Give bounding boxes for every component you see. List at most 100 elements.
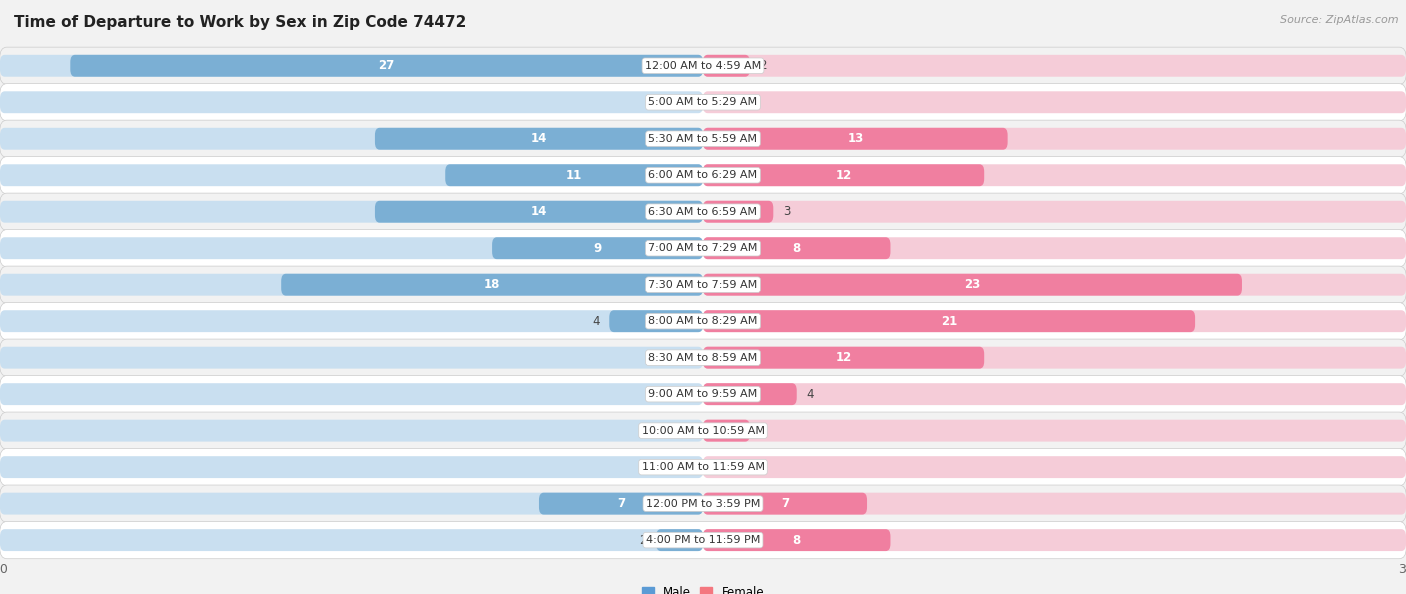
- Text: 7: 7: [780, 497, 789, 510]
- FancyBboxPatch shape: [446, 165, 703, 186]
- FancyBboxPatch shape: [0, 448, 1406, 486]
- FancyBboxPatch shape: [703, 310, 1406, 332]
- FancyBboxPatch shape: [703, 492, 868, 514]
- FancyBboxPatch shape: [0, 84, 1406, 121]
- Text: 5:00 AM to 5:29 AM: 5:00 AM to 5:29 AM: [648, 97, 758, 108]
- FancyBboxPatch shape: [0, 165, 703, 186]
- FancyBboxPatch shape: [0, 274, 703, 296]
- FancyBboxPatch shape: [375, 128, 703, 150]
- FancyBboxPatch shape: [0, 412, 1406, 449]
- Text: 11:00 AM to 11:59 AM: 11:00 AM to 11:59 AM: [641, 462, 765, 472]
- Text: 8: 8: [793, 533, 801, 546]
- FancyBboxPatch shape: [0, 302, 1406, 340]
- FancyBboxPatch shape: [703, 383, 1406, 405]
- FancyBboxPatch shape: [0, 522, 1406, 559]
- Text: 0: 0: [713, 460, 720, 473]
- FancyBboxPatch shape: [0, 237, 703, 259]
- Text: 8:30 AM to 8:59 AM: 8:30 AM to 8:59 AM: [648, 353, 758, 363]
- FancyBboxPatch shape: [703, 274, 1241, 296]
- Text: 11: 11: [567, 169, 582, 182]
- Text: 12: 12: [835, 351, 852, 364]
- FancyBboxPatch shape: [703, 55, 1406, 77]
- Text: 4: 4: [806, 388, 814, 401]
- FancyBboxPatch shape: [703, 237, 1406, 259]
- FancyBboxPatch shape: [703, 237, 890, 259]
- FancyBboxPatch shape: [281, 274, 703, 296]
- FancyBboxPatch shape: [703, 201, 773, 223]
- FancyBboxPatch shape: [0, 485, 1406, 522]
- Text: 23: 23: [965, 278, 980, 291]
- Text: 5:30 AM to 5:59 AM: 5:30 AM to 5:59 AM: [648, 134, 758, 144]
- Text: 8: 8: [793, 242, 801, 255]
- FancyBboxPatch shape: [703, 456, 1406, 478]
- Text: 21: 21: [941, 315, 957, 328]
- FancyBboxPatch shape: [703, 492, 1406, 514]
- Text: 2: 2: [759, 424, 766, 437]
- FancyBboxPatch shape: [703, 128, 1008, 150]
- FancyBboxPatch shape: [703, 128, 1406, 150]
- Text: 2: 2: [640, 533, 647, 546]
- FancyBboxPatch shape: [0, 230, 1406, 267]
- Text: 4:00 PM to 11:59 PM: 4:00 PM to 11:59 PM: [645, 535, 761, 545]
- Text: 18: 18: [484, 278, 501, 291]
- Text: 7: 7: [617, 497, 626, 510]
- Legend: Male, Female: Male, Female: [637, 581, 769, 594]
- Text: 2: 2: [759, 59, 766, 72]
- FancyBboxPatch shape: [0, 383, 703, 405]
- Text: 6:30 AM to 6:59 AM: 6:30 AM to 6:59 AM: [648, 207, 758, 217]
- FancyBboxPatch shape: [0, 55, 703, 77]
- FancyBboxPatch shape: [0, 193, 1406, 230]
- FancyBboxPatch shape: [0, 529, 703, 551]
- Text: 12: 12: [835, 169, 852, 182]
- Text: Time of Departure to Work by Sex in Zip Code 74472: Time of Departure to Work by Sex in Zip …: [14, 15, 467, 30]
- Text: 3: 3: [783, 205, 790, 218]
- Text: 27: 27: [378, 59, 395, 72]
- FancyBboxPatch shape: [0, 47, 1406, 84]
- Text: 0: 0: [713, 96, 720, 109]
- Text: 0: 0: [686, 424, 693, 437]
- FancyBboxPatch shape: [538, 492, 703, 514]
- Text: 14: 14: [531, 132, 547, 146]
- FancyBboxPatch shape: [492, 237, 703, 259]
- FancyBboxPatch shape: [0, 492, 703, 514]
- FancyBboxPatch shape: [703, 91, 1406, 113]
- Text: 13: 13: [848, 132, 863, 146]
- Text: 0: 0: [686, 96, 693, 109]
- Text: Source: ZipAtlas.com: Source: ZipAtlas.com: [1281, 15, 1399, 25]
- Text: 9: 9: [593, 242, 602, 255]
- Text: 0: 0: [686, 388, 693, 401]
- FancyBboxPatch shape: [0, 375, 1406, 413]
- Text: 6:00 AM to 6:29 AM: 6:00 AM to 6:29 AM: [648, 170, 758, 180]
- FancyBboxPatch shape: [0, 420, 703, 441]
- FancyBboxPatch shape: [609, 310, 703, 332]
- FancyBboxPatch shape: [703, 420, 1406, 441]
- Text: 7:00 AM to 7:29 AM: 7:00 AM to 7:29 AM: [648, 243, 758, 253]
- Text: 14: 14: [531, 205, 547, 218]
- FancyBboxPatch shape: [703, 310, 1195, 332]
- FancyBboxPatch shape: [0, 456, 703, 478]
- Text: 9:00 AM to 9:59 AM: 9:00 AM to 9:59 AM: [648, 389, 758, 399]
- FancyBboxPatch shape: [703, 529, 1406, 551]
- FancyBboxPatch shape: [703, 201, 1406, 223]
- FancyBboxPatch shape: [0, 120, 1406, 157]
- FancyBboxPatch shape: [0, 201, 703, 223]
- FancyBboxPatch shape: [0, 347, 703, 369]
- Text: 4: 4: [592, 315, 600, 328]
- Text: 10:00 AM to 10:59 AM: 10:00 AM to 10:59 AM: [641, 426, 765, 435]
- FancyBboxPatch shape: [703, 420, 749, 441]
- FancyBboxPatch shape: [0, 157, 1406, 194]
- FancyBboxPatch shape: [703, 55, 749, 77]
- FancyBboxPatch shape: [703, 347, 984, 369]
- FancyBboxPatch shape: [70, 55, 703, 77]
- FancyBboxPatch shape: [0, 91, 703, 113]
- FancyBboxPatch shape: [703, 274, 1406, 296]
- FancyBboxPatch shape: [703, 165, 984, 186]
- Text: 7:30 AM to 7:59 AM: 7:30 AM to 7:59 AM: [648, 280, 758, 290]
- Text: 12:00 PM to 3:59 PM: 12:00 PM to 3:59 PM: [645, 498, 761, 508]
- FancyBboxPatch shape: [0, 128, 703, 150]
- FancyBboxPatch shape: [375, 201, 703, 223]
- Text: 8:00 AM to 8:29 AM: 8:00 AM to 8:29 AM: [648, 316, 758, 326]
- FancyBboxPatch shape: [703, 383, 797, 405]
- FancyBboxPatch shape: [703, 165, 1406, 186]
- FancyBboxPatch shape: [0, 310, 703, 332]
